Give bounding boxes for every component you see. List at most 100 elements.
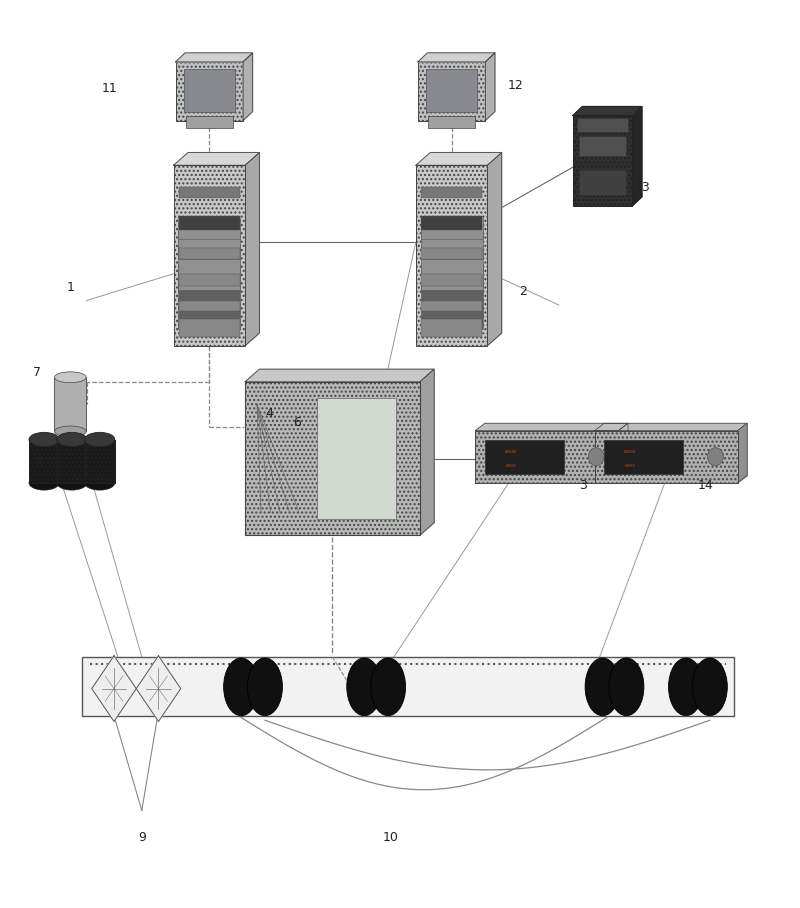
Bar — [179, 319, 239, 337]
Polygon shape — [573, 106, 642, 115]
Polygon shape — [487, 153, 502, 346]
Bar — [178, 218, 240, 226]
Bar — [85, 439, 114, 483]
Bar — [85, 439, 114, 483]
Text: 13: 13 — [634, 182, 650, 194]
Polygon shape — [416, 153, 502, 165]
Bar — [418, 62, 486, 121]
Text: 9: 9 — [138, 831, 146, 844]
Bar — [428, 116, 475, 128]
Polygon shape — [245, 153, 259, 346]
Text: 7: 7 — [33, 366, 41, 380]
Bar — [179, 273, 239, 286]
Bar — [577, 118, 629, 132]
Ellipse shape — [29, 476, 59, 490]
Bar — [422, 273, 482, 286]
Text: 14: 14 — [698, 479, 714, 492]
Bar — [179, 248, 239, 259]
Polygon shape — [175, 53, 253, 62]
Bar — [421, 223, 482, 240]
Text: 10: 10 — [382, 831, 398, 844]
Ellipse shape — [609, 658, 644, 716]
Bar — [57, 439, 87, 483]
Bar — [29, 439, 59, 483]
Bar — [422, 187, 482, 198]
Text: 88888: 88888 — [625, 464, 636, 468]
Ellipse shape — [85, 476, 114, 490]
Text: 88888: 88888 — [624, 450, 637, 454]
Ellipse shape — [57, 476, 87, 490]
Bar — [179, 216, 239, 231]
Bar — [475, 430, 618, 483]
Bar — [426, 69, 478, 112]
Bar — [29, 439, 59, 483]
Bar — [422, 319, 482, 337]
Polygon shape — [243, 53, 253, 121]
Bar — [579, 136, 626, 156]
Bar — [82, 657, 734, 716]
Bar — [178, 223, 240, 240]
Bar — [179, 187, 239, 198]
Ellipse shape — [54, 372, 86, 382]
Text: 12: 12 — [507, 79, 523, 93]
Bar — [179, 301, 239, 311]
Polygon shape — [92, 656, 136, 722]
Ellipse shape — [85, 432, 114, 447]
Polygon shape — [418, 53, 495, 62]
Bar — [421, 232, 482, 259]
Text: 88888: 88888 — [505, 450, 518, 454]
Polygon shape — [632, 106, 642, 206]
Bar — [57, 439, 87, 483]
Bar — [245, 381, 420, 535]
Ellipse shape — [57, 432, 87, 447]
Bar — [54, 378, 86, 431]
Text: 88888: 88888 — [506, 464, 517, 468]
Polygon shape — [174, 153, 259, 165]
Polygon shape — [594, 423, 747, 430]
Polygon shape — [618, 423, 628, 483]
Polygon shape — [486, 53, 495, 121]
Bar — [416, 165, 487, 346]
Bar — [174, 165, 245, 346]
Polygon shape — [738, 423, 747, 483]
Bar — [573, 115, 632, 206]
Bar — [421, 218, 482, 226]
Circle shape — [707, 448, 723, 466]
Ellipse shape — [669, 658, 703, 716]
Circle shape — [588, 448, 604, 466]
Bar — [422, 301, 482, 311]
Text: 3: 3 — [578, 479, 586, 492]
Ellipse shape — [370, 658, 406, 716]
Bar — [579, 170, 626, 195]
Ellipse shape — [29, 432, 59, 447]
Text: 8: 8 — [34, 457, 42, 469]
Polygon shape — [136, 656, 181, 722]
Ellipse shape — [224, 658, 258, 716]
Polygon shape — [475, 423, 628, 430]
Text: 11: 11 — [102, 82, 118, 95]
Bar — [421, 264, 482, 330]
Bar — [183, 69, 235, 112]
Ellipse shape — [585, 658, 620, 716]
Ellipse shape — [247, 658, 282, 716]
Text: 2: 2 — [519, 285, 527, 298]
Polygon shape — [245, 370, 434, 381]
Bar — [594, 430, 738, 483]
Bar — [422, 248, 482, 259]
Polygon shape — [420, 370, 434, 535]
Bar — [317, 398, 396, 519]
Bar — [175, 62, 243, 121]
Ellipse shape — [692, 658, 727, 716]
Text: 1: 1 — [66, 281, 74, 293]
Bar — [178, 245, 240, 291]
Bar — [422, 216, 482, 231]
Ellipse shape — [54, 426, 86, 437]
Bar — [604, 439, 683, 474]
Bar — [178, 264, 240, 330]
Bar — [186, 116, 233, 128]
Bar — [421, 245, 482, 291]
Text: 6: 6 — [293, 416, 301, 429]
Ellipse shape — [346, 658, 382, 716]
Bar — [485, 439, 564, 474]
Text: 4: 4 — [265, 407, 273, 419]
